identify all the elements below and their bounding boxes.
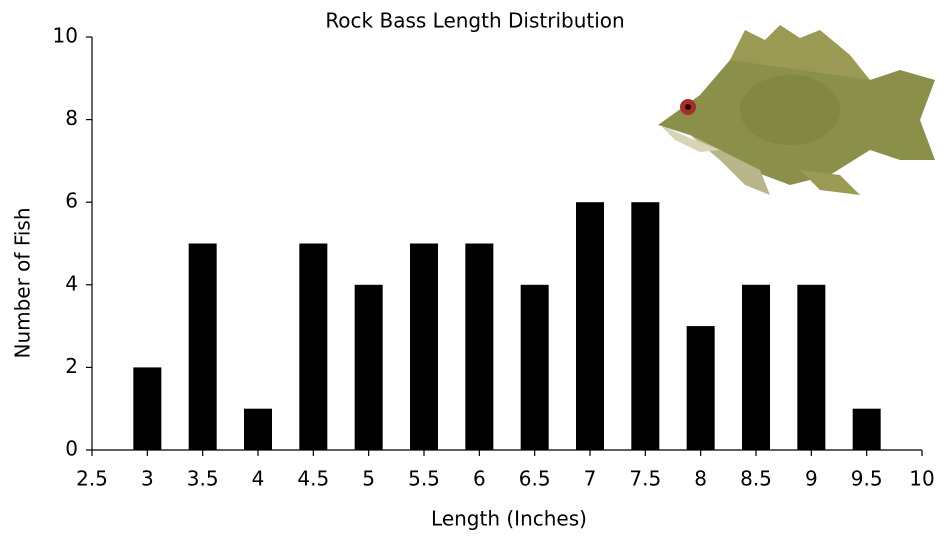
y-tick-label: 10 [53, 24, 78, 48]
x-tick-label: 9.5 [851, 467, 883, 491]
bar [465, 243, 494, 450]
x-tick-label: 6.5 [519, 467, 551, 491]
x-axis-label: Length (Inches) [431, 507, 587, 531]
x-tick-label: 8 [694, 467, 707, 491]
x-tick-label: 7.5 [629, 467, 661, 491]
x-tick-label: 8.5 [740, 467, 772, 491]
x-tick-label: 4.5 [297, 467, 329, 491]
bar [188, 243, 217, 450]
chart-title: Rock Bass Length Distribution [325, 9, 624, 33]
bar [244, 408, 272, 450]
bar [742, 284, 770, 450]
bar [797, 284, 826, 450]
x-tick-label: 2.5 [76, 467, 108, 491]
x-tick-label: 3 [141, 467, 154, 491]
bar [133, 367, 162, 450]
x-tick-label: 9 [805, 467, 818, 491]
x-tick-label: 10 [909, 467, 934, 491]
x-tick-label: 5.5 [408, 467, 440, 491]
bar [354, 284, 383, 450]
bar [299, 243, 328, 450]
bar [686, 326, 715, 450]
bar [520, 284, 549, 450]
x-tick-label: 4 [252, 467, 265, 491]
bar [410, 243, 438, 450]
x-tick-label: 3.5 [187, 467, 219, 491]
y-tick-label: 2 [65, 354, 78, 378]
y-tick-label: 4 [65, 271, 78, 295]
fish-illustration [658, 25, 935, 195]
x-tick-label: 7 [584, 467, 597, 491]
y-tick-label: 6 [65, 189, 78, 213]
x-tick-label: 6 [473, 467, 486, 491]
y-axis-label: Number of Fish [11, 207, 35, 358]
y-tick-label: 8 [65, 106, 78, 130]
y-tick-label: 0 [65, 437, 78, 461]
x-tick-label: 5 [362, 467, 375, 491]
bar [631, 202, 660, 450]
bar [852, 408, 881, 450]
bar [576, 202, 604, 450]
